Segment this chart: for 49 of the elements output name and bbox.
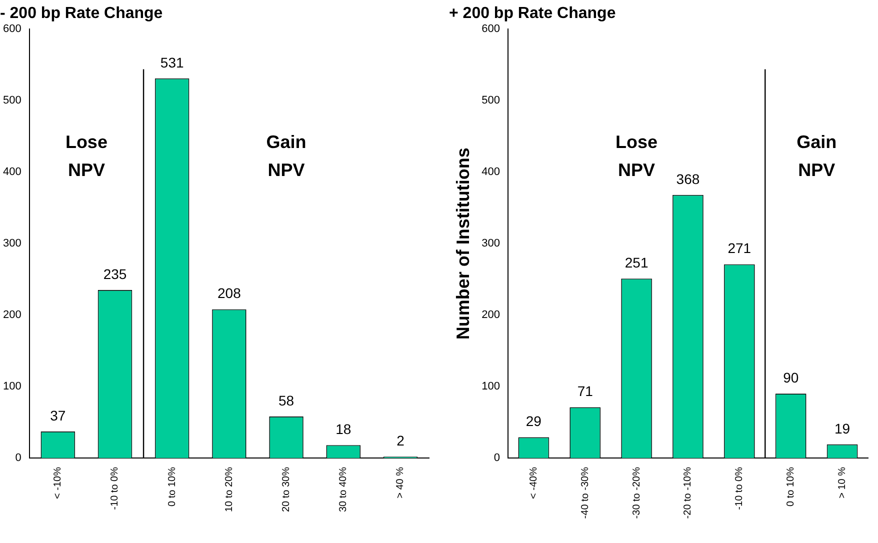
data-label: 531 <box>160 54 184 70</box>
y-tick-label: 500 <box>482 94 500 107</box>
x-tick-label: 0 to 10% <box>166 466 178 506</box>
y-tick-label: 0 <box>15 452 22 464</box>
y-tick-label: 400 <box>482 166 500 178</box>
y-tick-label: 0 <box>494 452 500 464</box>
annotation: Gain NPV <box>796 132 837 180</box>
chart-title: - 200 bp Rate Change <box>0 5 163 22</box>
annotation: Gain NPV <box>266 132 306 180</box>
y-tick-label: 300 <box>482 238 500 250</box>
data-label: 208 <box>217 285 242 302</box>
data-label: 71 <box>577 383 594 400</box>
y-tick-label: 500 <box>2 94 22 107</box>
x-tick-label: -30 to -20% <box>631 466 642 519</box>
x-tick-label: 20 to 30% <box>281 466 292 512</box>
data-label: 2 <box>396 432 405 448</box>
x-tick-label: -20 to -10% <box>682 466 694 519</box>
data-label: 90 <box>783 370 799 386</box>
y-tick-label: 100 <box>482 380 500 393</box>
y-tick-label: 100 <box>2 380 22 393</box>
y-tick-label: 600 <box>2 23 22 36</box>
data-label: 251 <box>624 254 648 270</box>
x-tick-label: -10 to 0% <box>734 466 746 510</box>
x-tick-label: < -40% <box>528 466 540 499</box>
annotation: Lose NPV <box>65 132 108 180</box>
y-tick-label: 600 <box>482 23 500 36</box>
x-tick-label: 30 to 40% <box>338 466 350 512</box>
x-tick-label: -40 to -30% <box>580 466 591 519</box>
x-tick-label: -10 to 0% <box>110 466 121 510</box>
y-tick-label: 200 <box>2 309 22 322</box>
data-label: 18 <box>336 420 352 437</box>
chart-title: + 200 bp Rate Change <box>449 5 616 22</box>
data-label: 271 <box>728 240 752 256</box>
x-tick-label: < -10% <box>52 466 64 499</box>
x-tick-label: 0 to 10% <box>786 466 797 506</box>
data-label: 235 <box>103 266 127 282</box>
data-label: 37 <box>50 407 66 424</box>
annotation: Lose NPV <box>616 132 658 180</box>
data-label: 29 <box>526 413 542 430</box>
x-tick-label: 10 to 20% <box>224 466 235 512</box>
x-tick-label: > 10 % <box>837 466 848 498</box>
y-axis-title: Number of Institutions <box>452 148 473 340</box>
data-label: 58 <box>278 392 294 408</box>
y-tick-label: 200 <box>482 309 500 322</box>
x-tick-label: > 40 % <box>395 466 406 498</box>
y-tick-label: 300 <box>2 238 22 250</box>
data-label: 19 <box>834 420 850 436</box>
y-tick-label: 400 <box>2 166 22 178</box>
data-label: 368 <box>676 170 700 187</box>
